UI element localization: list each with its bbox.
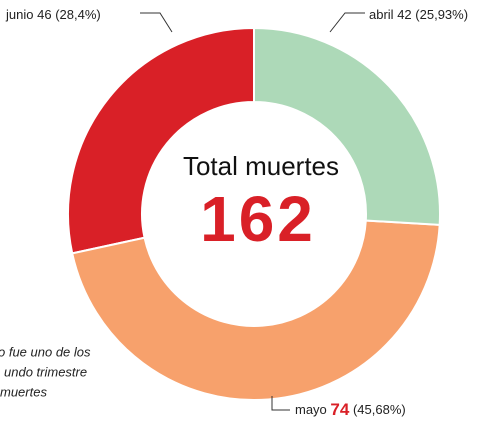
donut-slice (71, 219, 441, 401)
slice-label: junio 46 (28,4%) (5, 7, 101, 22)
leader-line (271, 396, 290, 411)
percent-label: (25,93%) (415, 7, 468, 22)
leader-line (140, 12, 173, 33)
slice-label: abril 42 (25,93%) (369, 7, 468, 22)
annotation: undo trimestre (4, 364, 87, 379)
annotation: o fue uno de los (0, 344, 91, 359)
center-total: 162 (200, 183, 316, 255)
percent-label: (28,4%) (55, 7, 101, 22)
category: abril (369, 7, 394, 22)
slice-label: mayo 74 (45,68%) (295, 400, 406, 419)
value-label: 74 (330, 400, 349, 419)
value-label: 42 (397, 7, 411, 22)
category: junio (5, 7, 33, 22)
center-title: Total muertes (183, 151, 339, 181)
donut-slice (67, 26, 255, 255)
donut-slice (253, 26, 441, 226)
value-label: 46 (37, 7, 51, 22)
percent-label: (45,68%) (353, 402, 406, 417)
leader-line (329, 12, 365, 33)
category: mayo (295, 402, 327, 417)
annotation: muertes (0, 384, 47, 399)
